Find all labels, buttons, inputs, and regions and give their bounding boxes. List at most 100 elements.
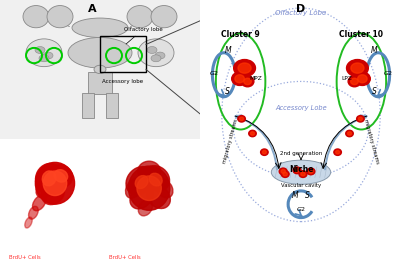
Ellipse shape [240,117,244,121]
Text: MPZ: MPZ [249,76,262,81]
Ellipse shape [299,171,307,178]
Ellipse shape [25,217,32,228]
Ellipse shape [147,185,170,209]
Ellipse shape [281,170,285,173]
Text: migratory streams: migratory streams [222,119,239,164]
Ellipse shape [295,168,299,172]
Ellipse shape [232,72,248,85]
Text: LPZ: LPZ [341,76,352,81]
Ellipse shape [135,176,148,189]
Ellipse shape [261,149,268,155]
Text: $S$: $S$ [304,189,311,200]
Ellipse shape [249,130,256,137]
Ellipse shape [36,163,63,193]
Ellipse shape [36,179,54,198]
Ellipse shape [358,75,367,83]
Bar [100,36,146,72]
Ellipse shape [126,178,143,198]
Ellipse shape [336,151,340,154]
Text: $G2$: $G2$ [296,205,306,213]
Ellipse shape [144,166,170,191]
Ellipse shape [309,170,313,173]
Text: Cluster 9: Cluster 9 [221,30,260,39]
Circle shape [39,55,49,62]
Ellipse shape [47,6,73,28]
Ellipse shape [28,206,38,219]
Ellipse shape [35,162,74,204]
Text: D: D [296,4,306,14]
Ellipse shape [94,65,106,74]
Ellipse shape [334,149,341,155]
Ellipse shape [49,165,72,187]
Ellipse shape [42,171,56,186]
Circle shape [147,46,157,53]
Text: Cluster 9/MPZ: Cluster 9/MPZ [9,247,46,252]
Ellipse shape [348,132,352,135]
Text: migratory streams: migratory streams [363,119,380,164]
Ellipse shape [271,160,331,184]
Ellipse shape [354,72,370,85]
Ellipse shape [279,168,287,175]
Text: Vascular cavity: Vascular cavity [281,183,321,188]
Ellipse shape [351,63,364,73]
Circle shape [43,52,53,59]
Ellipse shape [283,172,287,176]
Circle shape [155,52,165,59]
Text: $G2$: $G2$ [209,69,219,77]
Ellipse shape [23,6,49,28]
Text: Niche: Niche [289,165,313,174]
Text: $G2$: $G2$ [383,69,393,77]
Ellipse shape [346,130,353,137]
Ellipse shape [42,182,64,205]
FancyArrowPatch shape [130,18,150,27]
Text: BrdU+ Cells: BrdU+ Cells [9,256,41,260]
Ellipse shape [151,6,177,28]
Text: $M$: $M$ [224,44,232,55]
Ellipse shape [138,39,174,67]
Ellipse shape [262,151,266,154]
Ellipse shape [238,116,245,122]
Text: Accessory lobe: Accessory lobe [102,79,143,84]
Ellipse shape [281,171,289,178]
Ellipse shape [348,76,361,87]
Text: $M$: $M$ [370,44,378,55]
Ellipse shape [54,170,68,182]
Text: Olfactory lobe: Olfactory lobe [124,26,163,44]
Bar [82,93,94,118]
Text: $M$: $M$ [291,189,299,200]
FancyArrowPatch shape [50,18,70,27]
Ellipse shape [138,161,160,181]
Ellipse shape [155,179,173,198]
Text: Cluster 10: Cluster 10 [339,30,383,39]
Ellipse shape [293,167,301,174]
Bar [88,72,112,95]
Ellipse shape [235,75,244,83]
Circle shape [151,55,161,62]
Text: Cluster 10/MPZ: Cluster 10/MPZ [109,247,149,252]
Ellipse shape [351,78,358,85]
Ellipse shape [307,168,315,175]
Circle shape [35,46,45,53]
Text: C: C [107,150,115,160]
Ellipse shape [301,172,305,176]
Ellipse shape [149,173,162,186]
Text: 2nd generation: 2nd generation [280,151,322,156]
Ellipse shape [250,132,254,135]
Ellipse shape [357,116,364,122]
Ellipse shape [127,6,153,28]
Ellipse shape [346,60,368,77]
Ellipse shape [234,60,256,77]
Text: $S$: $S$ [224,85,231,96]
Ellipse shape [238,63,251,73]
Ellipse shape [72,18,128,37]
Ellipse shape [128,166,170,210]
Text: $S$: $S$ [371,85,378,96]
Text: Accessory Lobe: Accessory Lobe [275,105,327,111]
Ellipse shape [26,39,62,67]
Ellipse shape [138,200,152,216]
Ellipse shape [126,167,154,195]
Ellipse shape [130,185,153,209]
Text: A: A [88,4,96,14]
Text: BrdU+ Cells: BrdU+ Cells [109,256,140,260]
Ellipse shape [244,78,251,85]
